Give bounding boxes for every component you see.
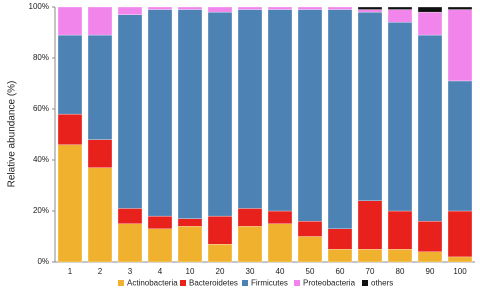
- bar-segment: [387, 210, 413, 250]
- bar-segment: [357, 249, 383, 263]
- bar-segment: [417, 11, 443, 36]
- bar-segment: [267, 6, 293, 10]
- legend-label: Proteobacteria: [303, 279, 356, 288]
- bar-segment: [237, 6, 263, 10]
- bar-segment: [87, 34, 113, 140]
- bar-segment: [207, 6, 233, 13]
- legend-label: Bacteroidetes: [189, 279, 238, 288]
- x-tick-label: 90: [426, 267, 435, 276]
- y-tick-label: 40%: [33, 155, 49, 164]
- legend-swatch: [118, 280, 124, 286]
- bar-segment: [57, 113, 83, 145]
- y-axis-label: Relative abundance (%): [7, 81, 18, 188]
- bar-segment: [267, 9, 293, 212]
- bar-segment: [237, 226, 263, 263]
- x-tick-label: 1: [68, 267, 73, 276]
- bar-segment: [117, 14, 143, 209]
- bar-segment: [387, 6, 413, 10]
- bar-segment: [237, 208, 263, 227]
- bar-segment: [57, 144, 83, 263]
- bar-segment: [117, 208, 143, 224]
- bar-segment: [417, 221, 443, 252]
- legend-swatch: [242, 280, 248, 286]
- bar-segment: [207, 11, 233, 217]
- bar-segment: [447, 6, 473, 10]
- bar-segment: [447, 210, 473, 258]
- bar-segment: [147, 6, 173, 10]
- bar-segment: [147, 228, 173, 263]
- bar-segment: [357, 11, 383, 201]
- bar-segment: [87, 167, 113, 263]
- bar-segment: [117, 6, 143, 15]
- bar-segment: [267, 223, 293, 263]
- bar-segment: [177, 218, 203, 227]
- bar-segment: [57, 6, 83, 36]
- x-tick-label: 80: [396, 267, 405, 276]
- bar-segment: [357, 200, 383, 250]
- legend-swatch: [180, 280, 186, 286]
- x-tick-label: 70: [366, 267, 375, 276]
- bar-segment: [417, 34, 443, 222]
- legend-swatch: [362, 280, 368, 286]
- y-tick-label: 100%: [29, 2, 49, 11]
- bar-segment: [297, 236, 323, 263]
- x-tick-label: 40: [276, 267, 285, 276]
- bar-segment: [417, 251, 443, 263]
- y-tick-label: 60%: [33, 104, 49, 113]
- bar-segment: [297, 6, 323, 10]
- bar-segment: [417, 6, 443, 13]
- bar-segment: [327, 249, 353, 263]
- y-tick-label: 80%: [33, 53, 49, 62]
- bar-segment: [87, 139, 113, 168]
- bar-segment: [357, 9, 383, 13]
- bar-segment: [177, 9, 203, 219]
- x-tick-label: 60: [336, 267, 345, 276]
- bar-segment: [117, 223, 143, 263]
- x-tick-label: 100: [453, 267, 467, 276]
- bar-segment: [87, 6, 113, 36]
- bar-segment: [297, 221, 323, 237]
- legend-label: others: [371, 279, 393, 288]
- bar-segment: [327, 6, 353, 10]
- bar-segment: [447, 256, 473, 263]
- legend-swatch: [294, 280, 300, 286]
- bar-segment: [327, 9, 353, 230]
- bar-segment: [147, 9, 173, 217]
- y-tick-label: 20%: [33, 206, 49, 215]
- bar-segment: [57, 34, 83, 115]
- bar-segment: [177, 226, 203, 263]
- x-tick-label: 2: [98, 267, 103, 276]
- legend-label: Actinobacteria: [127, 279, 178, 288]
- bar-segment: [387, 249, 413, 263]
- bar-segment: [387, 9, 413, 23]
- x-tick-label: 20: [216, 267, 225, 276]
- x-tick-label: 50: [306, 267, 315, 276]
- bar-segment: [207, 215, 233, 245]
- x-tick-label: 3: [128, 267, 133, 276]
- legend-label: Firmicutes: [251, 279, 288, 288]
- bar-segment: [387, 22, 413, 212]
- y-tick-label: 0%: [37, 257, 49, 266]
- bar-segment: [447, 80, 473, 212]
- x-tick-label: 30: [246, 267, 255, 276]
- bar-segment: [237, 9, 263, 209]
- x-tick-label: 4: [158, 267, 163, 276]
- bar-segment: [177, 6, 203, 10]
- bar-segment: [327, 228, 353, 250]
- bar-segment: [357, 6, 383, 10]
- bar-segment: [297, 9, 323, 222]
- bar-segment: [267, 210, 293, 224]
- x-tick-label: 10: [186, 267, 195, 276]
- bar-segment: [147, 215, 173, 230]
- bar-segment: [207, 243, 233, 263]
- bar-segment: [447, 9, 473, 82]
